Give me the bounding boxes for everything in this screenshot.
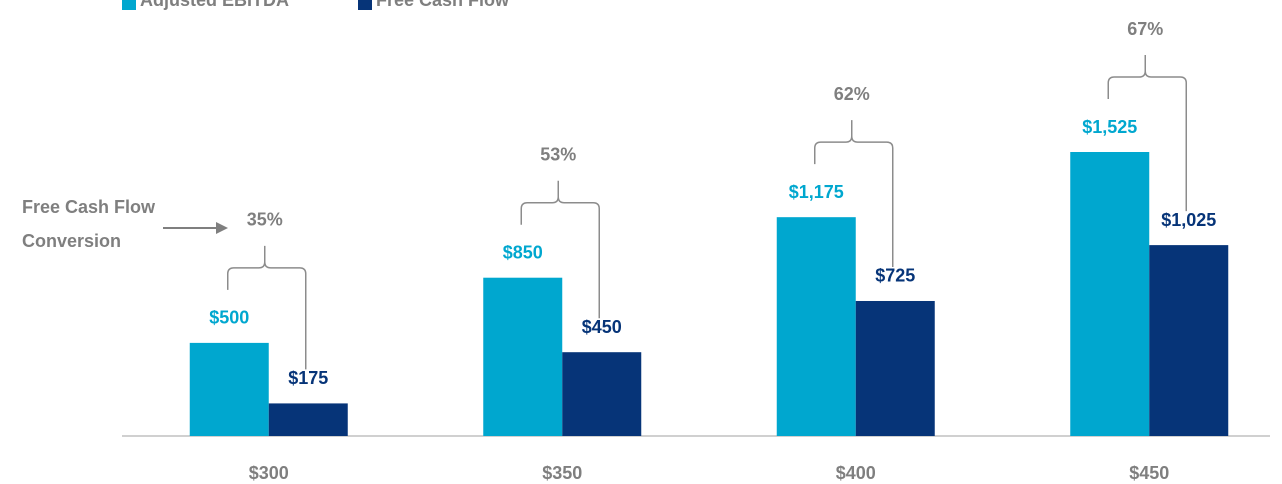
legend-swatch: [358, 0, 372, 10]
value-label: $850: [503, 242, 543, 262]
value-label: $725: [875, 266, 915, 286]
conversion-bracket: [814, 120, 894, 267]
annotation-box: Free Cash Flow Conversion: [22, 197, 156, 251]
conversion-label: 35%: [247, 210, 283, 230]
value-label: $450: [582, 317, 622, 337]
value-label: $175: [288, 368, 328, 388]
conversion-label: 53%: [540, 144, 576, 164]
conversion-label: 67%: [1127, 19, 1163, 39]
conversion-label: 62%: [834, 84, 870, 104]
value-label: $500: [209, 308, 249, 328]
legend-swatch: [122, 0, 136, 10]
x-tick-label: $300: [249, 463, 289, 483]
x-tick-label: $450: [1129, 463, 1169, 483]
bar: [1070, 152, 1150, 436]
bar: [776, 217, 856, 436]
value-label: $1,025: [1161, 210, 1216, 230]
conversion-bracket: [1107, 55, 1187, 212]
bar: [268, 403, 348, 436]
value-label: $1,175: [789, 182, 844, 202]
bar: [855, 300, 935, 436]
value-label: $1,525: [1082, 117, 1137, 137]
conversion-label: Free Cash Flow Conversion: [22, 197, 156, 251]
conversion-bracket: [227, 245, 307, 370]
legend-label: Free Cash Flow: [376, 0, 510, 10]
bar: [562, 352, 642, 436]
bar: [189, 342, 269, 436]
arrow-head: [216, 222, 228, 234]
x-tick-label: $400: [836, 463, 876, 483]
x-tick-label: $350: [542, 463, 582, 483]
conversion-bracket: [520, 180, 600, 319]
bar: [1149, 245, 1229, 436]
legend-label: Adjusted EBITDA: [140, 0, 289, 10]
bar: [483, 277, 563, 436]
